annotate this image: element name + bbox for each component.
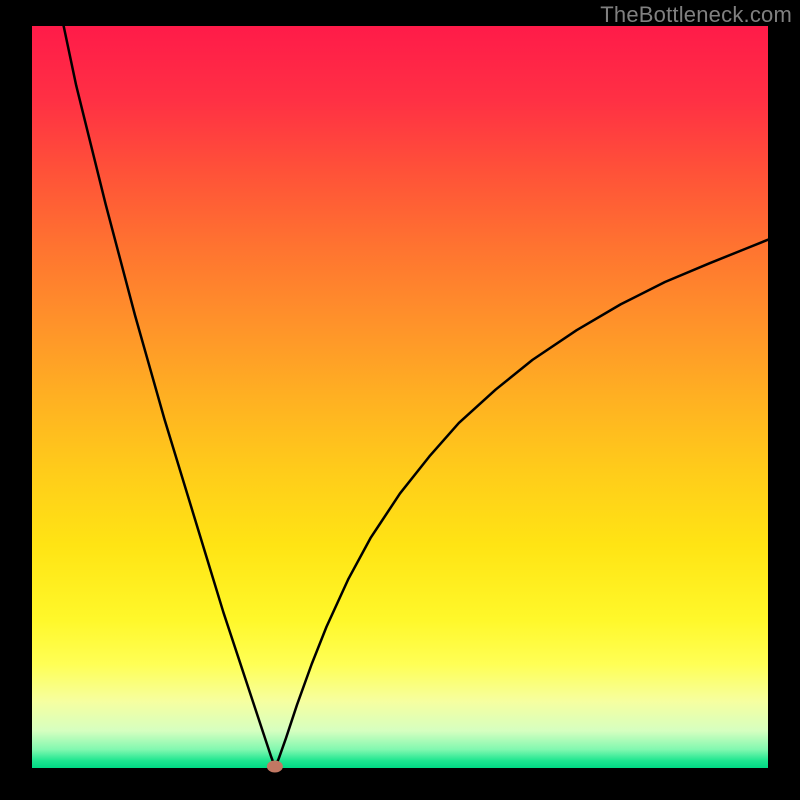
plot-area [32, 26, 768, 768]
optimum-marker [267, 761, 283, 773]
chart-container: TheBottleneck.com [0, 0, 800, 800]
bottleneck-chart [0, 0, 800, 800]
watermark-text: TheBottleneck.com [600, 2, 792, 28]
